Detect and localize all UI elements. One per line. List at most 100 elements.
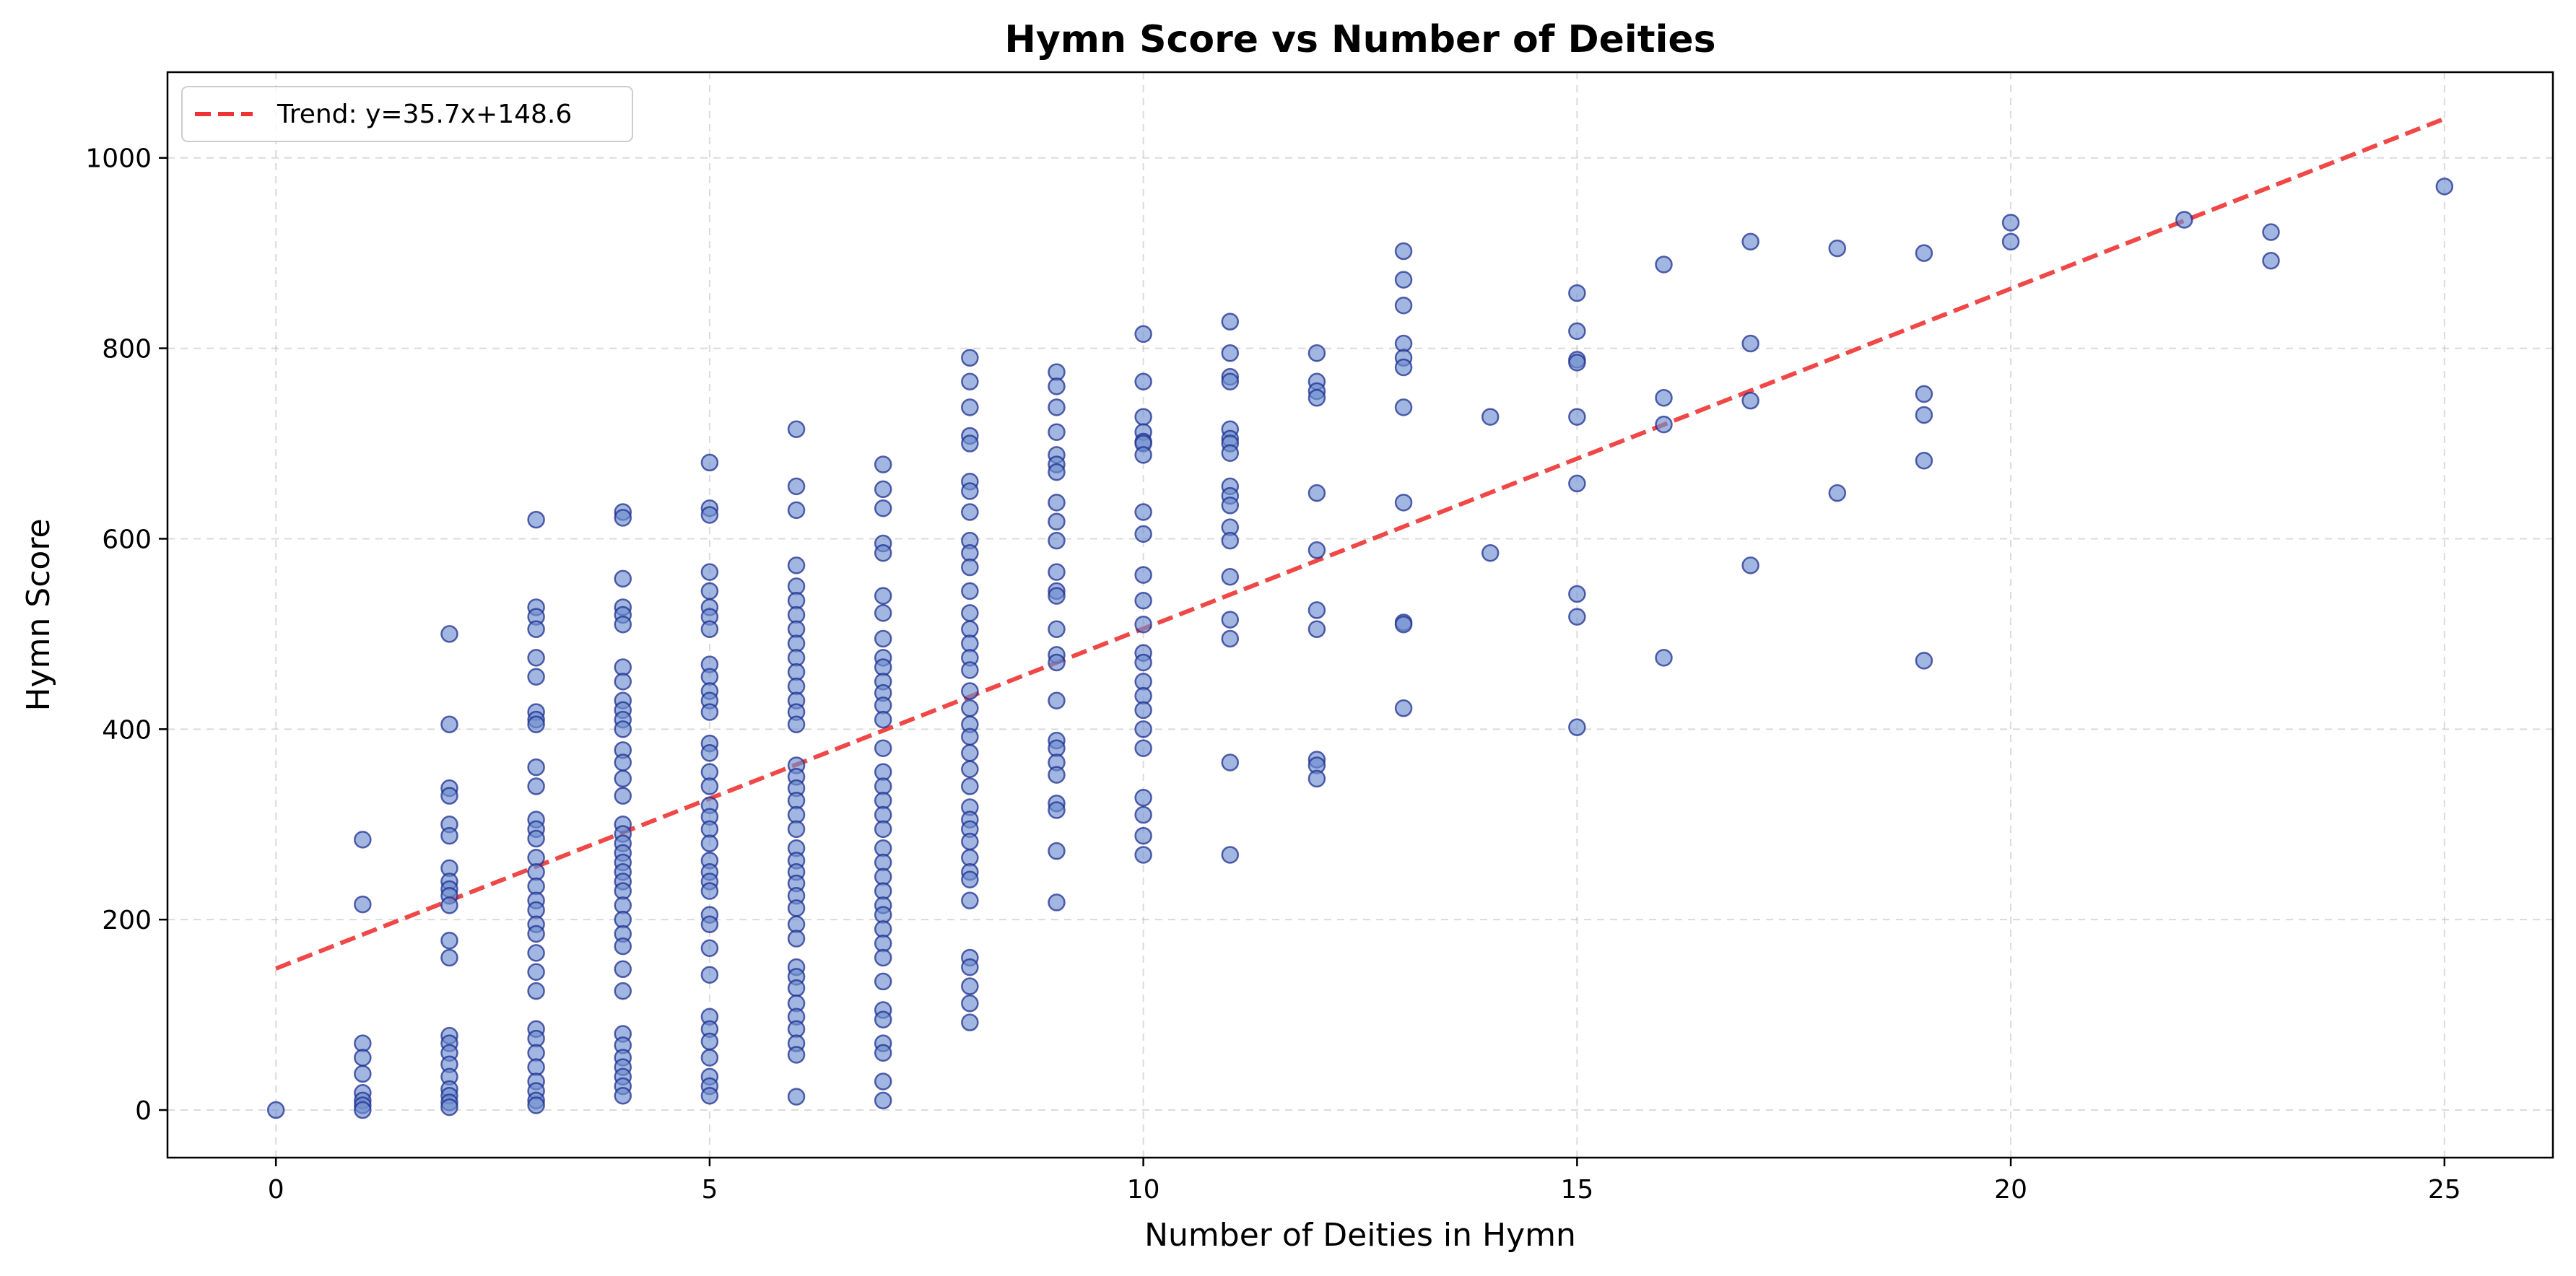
scatter-point [614,615,632,634]
x-tick-label: 20 [1994,1175,2027,1205]
scatter-point [874,604,892,622]
scatter-point [961,977,979,995]
scatter-point [961,777,979,795]
scatter-point [1048,463,1066,481]
scatter-point [1134,826,1152,845]
scatter-point [1915,652,1933,670]
trend-line [275,116,2445,971]
scatter-point [700,563,719,581]
scatter-point [700,703,719,721]
scatter-point [2262,223,2280,241]
scatter-point [1221,611,1240,629]
scatter-point [527,925,545,943]
scatter-point [961,398,979,416]
scatter-point [2435,178,2454,196]
axis-ticks: 0 5 10 15 20 25 0 200 400 600 800 1000 [85,144,2460,1205]
scatter-point [787,930,806,948]
scatter-point [1741,556,1759,574]
legend-box [181,86,633,142]
scatter-point [1221,629,1240,648]
scatter-point [614,1086,632,1105]
scatter-point [874,455,892,473]
scatter-point [1307,541,1326,559]
scatter-point [1134,591,1152,610]
scatter-point [1655,255,1673,274]
scatter-point [1134,503,1152,521]
scatter-point [1048,494,1066,512]
scatter-point [614,509,632,527]
scatter-point [1048,653,1066,672]
y-tick-label: 1000 [85,144,152,174]
scatter-point [1655,388,1673,407]
scatter-point [1221,531,1240,550]
scatter-point [1568,322,1586,341]
legend: Trend: y=35.7x+148.6 [181,86,633,142]
scatter-point [440,1098,458,1116]
scatter-point [700,506,719,524]
scatter-point [1134,615,1152,634]
scatter-point [440,931,458,950]
scatter-point [700,882,719,900]
scatter-point [787,556,806,574]
y-tick-label: 200 [102,906,152,935]
scatter-point [1307,620,1326,639]
scatter-point [874,1044,892,1062]
scatter-point [1828,484,1847,502]
scatter-point [1394,699,1413,717]
scatter-point [354,1065,372,1083]
scatter-point [874,972,892,991]
scatter-point [2001,214,2020,232]
scatter-point [2001,232,2020,251]
scatter-point [1568,585,1586,603]
scatter-point [1048,893,1066,912]
scatter-point [440,787,458,805]
scatter-point [700,1086,719,1105]
scatter-point [614,982,632,1000]
scatter-point [1481,543,1500,562]
y-tick-label: 800 [102,335,152,364]
scatter-point [700,1032,719,1051]
scatter-point [1394,398,1413,416]
scatter-point [874,1072,892,1091]
scatter-point [1134,701,1152,720]
scatter-point [961,760,979,778]
scatter-point [527,620,545,639]
scatter-point [787,1046,806,1064]
scatter-point [1048,842,1066,860]
scatter-point [1568,284,1586,302]
y-axis-label: Hymn Score [20,518,57,711]
scatter-point [787,979,806,997]
scatter-point [961,661,979,679]
scatter-point [266,1101,285,1119]
x-tick-label: 5 [701,1175,718,1205]
scatter-point [1394,242,1413,261]
scatter-point [1394,296,1413,315]
scatter-point [700,620,719,639]
scatter-point [961,744,979,762]
scatter-point [700,453,719,472]
scatter-point [1221,497,1240,515]
scatter-point [614,937,632,956]
scatter-point [961,727,979,746]
scatter-point [700,939,719,958]
data-points [266,178,2454,1119]
scatter-point [961,434,979,453]
scatter-point [874,629,892,648]
scatter-point [527,777,545,795]
scatter-point [1134,653,1152,672]
scatter-point [614,673,632,691]
scatter-point [614,960,632,979]
scatter-point [1134,408,1152,426]
scatter-point [527,715,545,733]
scatter-point [1221,444,1240,462]
scatter-point [440,715,458,733]
scatter-point [614,569,632,588]
scatter-point [961,958,979,976]
scatter-point [961,870,979,889]
x-tick-label: 10 [1127,1175,1160,1205]
chart-title: Hymn Score vs Number of Deities [1004,18,1715,61]
scatter-point [1134,325,1152,344]
scatter-point [527,668,545,686]
scatter-point [874,710,892,729]
